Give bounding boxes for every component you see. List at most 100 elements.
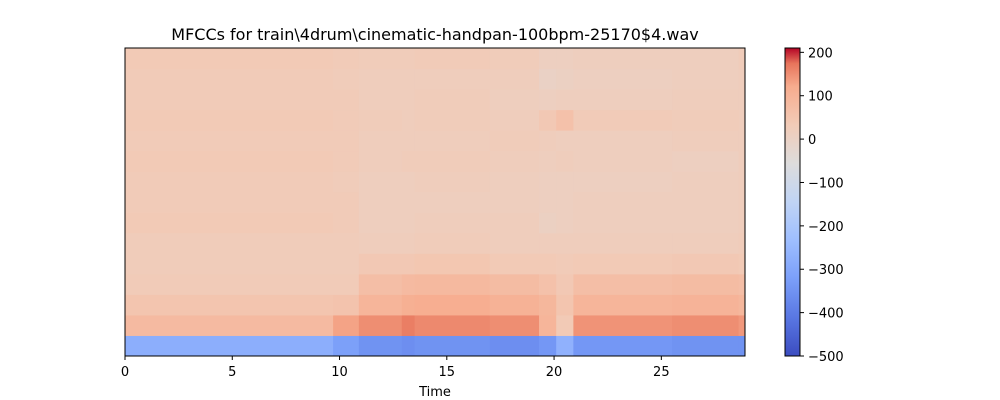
x-tick-label: 20 [546,365,563,380]
heatmap-cell [556,150,574,172]
heatmap-cell [738,335,746,357]
heatmap-cell [414,191,491,213]
heatmap-cell [738,273,746,295]
heatmap-cell [125,130,334,152]
heatmap-cell [358,68,403,90]
heatmap-cell [539,48,557,70]
heatmap-cell [333,191,360,213]
heatmap-cell [125,212,334,234]
colorbar-tick-label: −500 [808,350,844,365]
heatmap-cell [414,150,491,172]
heatmap-cell [358,89,403,111]
heatmap-cell [401,48,416,70]
colorbar-tick-label: −200 [808,220,844,235]
heatmap-cell [672,130,740,152]
heatmap-cell [672,335,740,357]
heatmap-cell [489,150,540,172]
heatmap-cell [414,171,491,193]
heatmap-cell [401,273,416,295]
heatmap-cell [401,212,416,234]
heatmap-cell [489,191,540,213]
heatmap-cell [125,89,334,111]
heatmap-cell [573,89,673,111]
colorbar-tick-label: 200 [808,46,833,61]
heatmap-cell [672,68,740,90]
heatmap-cell [125,109,334,131]
heatmap-cell [573,68,673,90]
heatmap-cell [539,68,557,90]
heatmap-cell [125,48,334,70]
heatmap-cell [738,191,746,213]
heatmap-cell [489,273,540,295]
heatmap-cell [539,314,557,336]
heatmap-cell [738,68,746,90]
heatmap-cell [489,68,540,90]
heatmap-cell [125,68,334,90]
heatmap-cell [672,314,740,336]
heatmap-cell [401,253,416,275]
heatmap-cell [358,232,403,254]
heatmap-cell [414,335,491,357]
heatmap-cell [401,314,416,336]
heatmap-cell [556,68,574,90]
heatmap-cell [738,109,746,131]
colorbar [785,48,800,356]
heatmap-cell [738,294,746,316]
heatmap-cell [672,109,740,131]
heatmap-cell [738,171,746,193]
heatmap-cell [672,89,740,111]
heatmap-cell [333,294,360,316]
x-tick-label: 25 [653,365,670,380]
heatmap-cell [489,253,540,275]
heatmap-cell [414,273,491,295]
heatmap-cell [414,253,491,275]
heatmap-cell [401,171,416,193]
heatmap-cell [401,335,416,357]
colorbar-tick-label: −100 [808,176,844,191]
heatmap-cell [573,130,673,152]
heatmap-cell [125,273,334,295]
heatmap-cell [414,130,491,152]
heatmap-cell [539,212,557,234]
heatmap-cell [738,314,746,336]
heatmap-cell [738,130,746,152]
heatmap-cell [573,232,673,254]
colorbar-tick-label: −400 [808,307,844,322]
heatmap-cell [358,171,403,193]
heatmap-cell [489,314,540,336]
heatmap-cell [333,273,360,295]
heatmap-cell [672,150,740,172]
heatmap-cell [573,253,673,275]
heatmap-cell [556,335,574,357]
heatmap-cell [573,191,673,213]
x-axis-label: Time [418,385,451,400]
heatmap-cell [333,68,360,90]
heatmap-cell [401,232,416,254]
heatmap-cell [573,314,673,336]
heatmap-cell [539,171,557,193]
heatmap-cell [358,212,403,234]
heatmap-cell [358,48,403,70]
heatmap-cell [573,150,673,172]
heatmap-cell [333,314,360,336]
heatmap-cell [401,68,416,90]
heatmap-cell [125,335,334,357]
heatmap-cell [125,253,334,275]
heatmap-cell [573,212,673,234]
heatmap-cell [401,191,416,213]
colorbar-tick-label: 0 [808,133,816,148]
heatmap-cell [414,68,491,90]
heatmap-cell [672,273,740,295]
heatmap-cell [333,130,360,152]
colorbar-tick-label: 100 [808,90,833,105]
heatmap-cell [489,294,540,316]
heatmap-cell [539,232,557,254]
heatmap-cell [539,130,557,152]
heatmap-cell [573,48,673,70]
heatmap-cell [556,171,574,193]
heatmap-cell [573,294,673,316]
heatmap-cell [539,109,557,131]
colorbar-ticks: 200 100 0 −100 −200 −300 −400 −500 [800,46,844,365]
heatmap-cell [573,109,673,131]
